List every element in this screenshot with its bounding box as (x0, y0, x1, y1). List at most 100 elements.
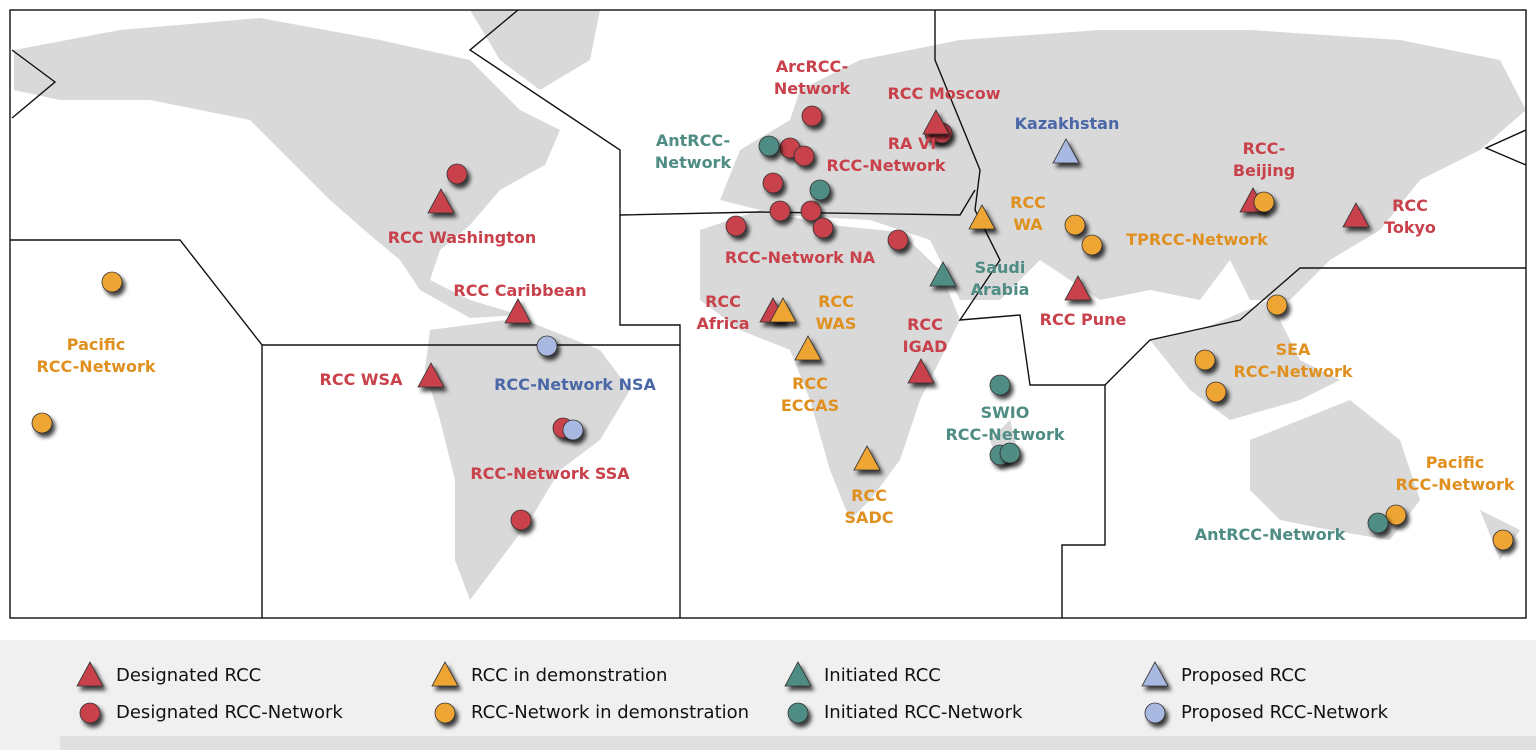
legend-label: RCC-Network in demonstration (471, 702, 749, 723)
place-label: RCC- (1243, 139, 1286, 158)
legend-band (60, 736, 1536, 750)
network-marker (510, 509, 532, 531)
place-label: SWIO (981, 403, 1030, 422)
rcc-marker (417, 362, 445, 388)
place-label: RCC (818, 292, 854, 311)
place-label: Kazakhstan (1015, 114, 1120, 133)
network-marker (101, 271, 123, 293)
place-label: RCC-Network (1233, 362, 1352, 381)
place-label: IGAD (903, 337, 948, 356)
place-label: AntRCC- (656, 131, 730, 150)
network-marker (801, 105, 823, 127)
network-marker (999, 442, 1021, 464)
network-marker (793, 145, 815, 167)
place-label: Pacific (67, 335, 125, 354)
place-label: RCC-Network (945, 425, 1064, 444)
place-label: RCC-Network (36, 357, 155, 376)
place-label: RA VI (888, 134, 937, 153)
legend-label: RCC in demonstration (471, 665, 667, 686)
legend-symbol (79, 702, 101, 724)
network-marker (887, 229, 909, 251)
place-label: RCC-Network NA (725, 248, 876, 267)
network-marker (562, 419, 584, 441)
network-marker (769, 200, 791, 222)
place-label: RCC Moscow (887, 84, 1000, 103)
place-label: TPRCC-Network (1126, 230, 1268, 249)
place-label: Beijing (1233, 161, 1295, 180)
legend-symbol (76, 661, 104, 687)
legend-symbol (1141, 661, 1169, 687)
place-label: WA (1013, 215, 1043, 234)
rcc-marker (907, 358, 935, 384)
rcc-marker (504, 298, 532, 324)
legend-symbol (1144, 702, 1166, 724)
place-label: RCC Caribbean (453, 281, 586, 300)
rcc-marker (1064, 275, 1092, 301)
network-marker (31, 412, 53, 434)
map-frame (9, 9, 1527, 619)
rcc-marker (794, 335, 822, 361)
network-marker (800, 200, 822, 222)
land (14, 10, 1526, 600)
rcc-marker (922, 109, 950, 135)
network-marker (1081, 234, 1103, 256)
rcc-marker (853, 445, 881, 471)
rcc-marker (929, 261, 957, 287)
place-label: RCC Pune (1040, 310, 1127, 329)
legend-symbol (431, 661, 459, 687)
place-label: RCC (851, 486, 887, 505)
place-label: WAS (816, 314, 857, 333)
network-marker (446, 163, 468, 185)
place-label: RCC (1010, 193, 1046, 212)
place-label: Tokyo (1384, 218, 1436, 237)
legend-background (0, 640, 1536, 750)
network-marker (1367, 512, 1389, 534)
network-marker (725, 215, 747, 237)
place-label: RCC Washington (388, 228, 537, 247)
place-label: RCC (792, 374, 828, 393)
place-label: RCC (1392, 196, 1428, 215)
rcc-marker (968, 204, 996, 230)
legend-label: Initiated RCC-Network (824, 702, 1023, 723)
rcc-marker (769, 297, 797, 323)
network-marker (809, 179, 831, 201)
network-marker (1205, 381, 1227, 403)
place-label: ArcRCC- (776, 57, 849, 76)
legend-label: Proposed RCC-Network (1181, 702, 1389, 723)
network-marker (762, 172, 784, 194)
rcc-marker (1342, 202, 1370, 228)
network-marker (1064, 214, 1086, 236)
network-marker (1492, 529, 1514, 551)
network-marker (989, 374, 1011, 396)
place-label: RCC (705, 292, 741, 311)
network-marker (1194, 349, 1216, 371)
rcc-marker (427, 188, 455, 214)
place-label: Pacific (1426, 453, 1484, 472)
place-label: RCC (907, 315, 943, 334)
place-label: SEA (1276, 340, 1311, 359)
network-marker (1266, 294, 1288, 316)
place-label: Saudi (975, 258, 1026, 277)
network-marker (1385, 504, 1407, 526)
network-marker (536, 335, 558, 357)
legend-label: Designated RCC-Network (116, 702, 343, 723)
legend-label: Initiated RCC (824, 665, 941, 686)
place-label: RCC-Network NSA (494, 375, 656, 394)
place-label: AntRCC-Network (1195, 525, 1346, 544)
legend-label: Designated RCC (116, 665, 261, 686)
place-label: Network (655, 153, 732, 172)
place-label: RCC-Network SSA (470, 464, 630, 483)
legend-label: Proposed RCC (1181, 665, 1306, 686)
place-label: Africa (697, 314, 750, 333)
legend-symbol (787, 702, 809, 724)
rcc-marker (1052, 138, 1080, 164)
network-marker (812, 217, 834, 239)
place-label: Network (774, 79, 851, 98)
place-label: Arabia (971, 280, 1030, 299)
place-label: ECCAS (781, 396, 839, 415)
place-label: RCC-Network (826, 156, 945, 175)
region-borders (10, 9, 1527, 618)
network-marker (758, 135, 780, 157)
